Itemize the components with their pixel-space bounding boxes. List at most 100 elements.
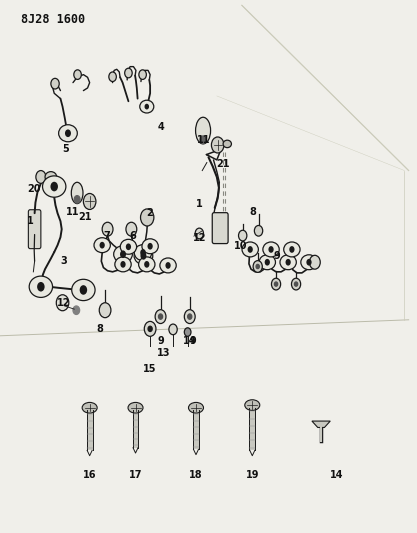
Ellipse shape [142,239,158,254]
Ellipse shape [160,258,176,273]
Circle shape [294,282,298,286]
FancyBboxPatch shape [212,213,228,244]
Ellipse shape [134,245,152,261]
Ellipse shape [94,238,111,253]
FancyBboxPatch shape [28,209,41,248]
Circle shape [211,137,224,153]
Circle shape [274,282,278,286]
Text: 13: 13 [157,348,171,358]
Text: 12: 12 [193,233,206,243]
Text: 11: 11 [66,207,80,216]
Text: 3: 3 [60,256,67,266]
Text: 8: 8 [250,207,256,216]
Circle shape [120,251,126,258]
Ellipse shape [242,242,259,257]
Circle shape [139,70,146,79]
Text: 7: 7 [103,231,110,240]
Circle shape [121,261,126,268]
Circle shape [145,104,149,109]
Circle shape [126,244,131,250]
Ellipse shape [59,125,77,142]
Circle shape [83,193,96,209]
Circle shape [144,261,149,268]
Circle shape [200,136,206,143]
Text: 21: 21 [79,212,92,222]
Circle shape [141,252,146,260]
Circle shape [100,242,105,248]
Circle shape [195,228,203,239]
Circle shape [140,249,146,256]
Text: 6: 6 [129,231,136,240]
Text: 5: 5 [63,144,69,154]
Ellipse shape [245,400,260,410]
Ellipse shape [72,279,95,301]
Circle shape [166,262,171,269]
Text: 16: 16 [83,471,96,480]
Ellipse shape [134,247,153,264]
Text: 12: 12 [57,298,70,308]
Ellipse shape [128,402,143,413]
Circle shape [289,246,294,253]
Circle shape [248,246,253,253]
Ellipse shape [188,402,203,413]
Circle shape [36,171,46,183]
Circle shape [99,303,111,318]
Text: 14: 14 [330,471,344,480]
Text: 1: 1 [196,199,203,209]
Ellipse shape [71,182,83,204]
Ellipse shape [115,257,131,272]
Circle shape [184,310,195,324]
Text: 17: 17 [129,471,142,480]
Circle shape [239,230,247,241]
Ellipse shape [284,242,300,257]
Text: 8: 8 [97,325,103,334]
Ellipse shape [82,402,97,413]
Text: 1: 1 [27,216,33,226]
Polygon shape [133,410,138,448]
Circle shape [265,259,270,265]
Circle shape [65,130,71,137]
Circle shape [74,70,81,79]
Text: 9: 9 [157,336,164,346]
Ellipse shape [29,276,53,297]
Circle shape [256,264,259,269]
Polygon shape [312,421,330,427]
Circle shape [109,72,116,82]
Polygon shape [249,408,255,450]
Ellipse shape [43,176,66,197]
Circle shape [158,314,163,319]
Text: 10: 10 [234,241,248,251]
Circle shape [56,295,69,311]
Circle shape [51,78,59,89]
Circle shape [102,222,113,236]
Circle shape [286,259,291,265]
Circle shape [144,321,156,336]
Circle shape [253,261,262,272]
Circle shape [73,306,80,314]
Ellipse shape [301,255,317,270]
Circle shape [188,314,192,319]
Ellipse shape [140,100,154,113]
Polygon shape [193,410,199,449]
Text: 2: 2 [146,208,153,218]
Circle shape [184,328,191,336]
Circle shape [155,310,166,324]
Text: 20: 20 [28,184,41,194]
Text: 8J28 1600: 8J28 1600 [21,13,85,26]
Ellipse shape [45,172,57,182]
Ellipse shape [263,242,279,257]
Circle shape [291,278,301,290]
Ellipse shape [280,255,296,270]
Circle shape [306,259,311,265]
Text: 15: 15 [143,365,156,374]
Ellipse shape [223,140,231,148]
Text: 11: 11 [197,135,210,144]
Text: 9: 9 [273,251,280,261]
Circle shape [271,278,281,290]
Ellipse shape [114,246,132,263]
Text: 9: 9 [189,336,196,346]
Polygon shape [87,410,93,450]
Ellipse shape [196,117,211,144]
Circle shape [126,222,137,236]
Circle shape [309,255,320,269]
